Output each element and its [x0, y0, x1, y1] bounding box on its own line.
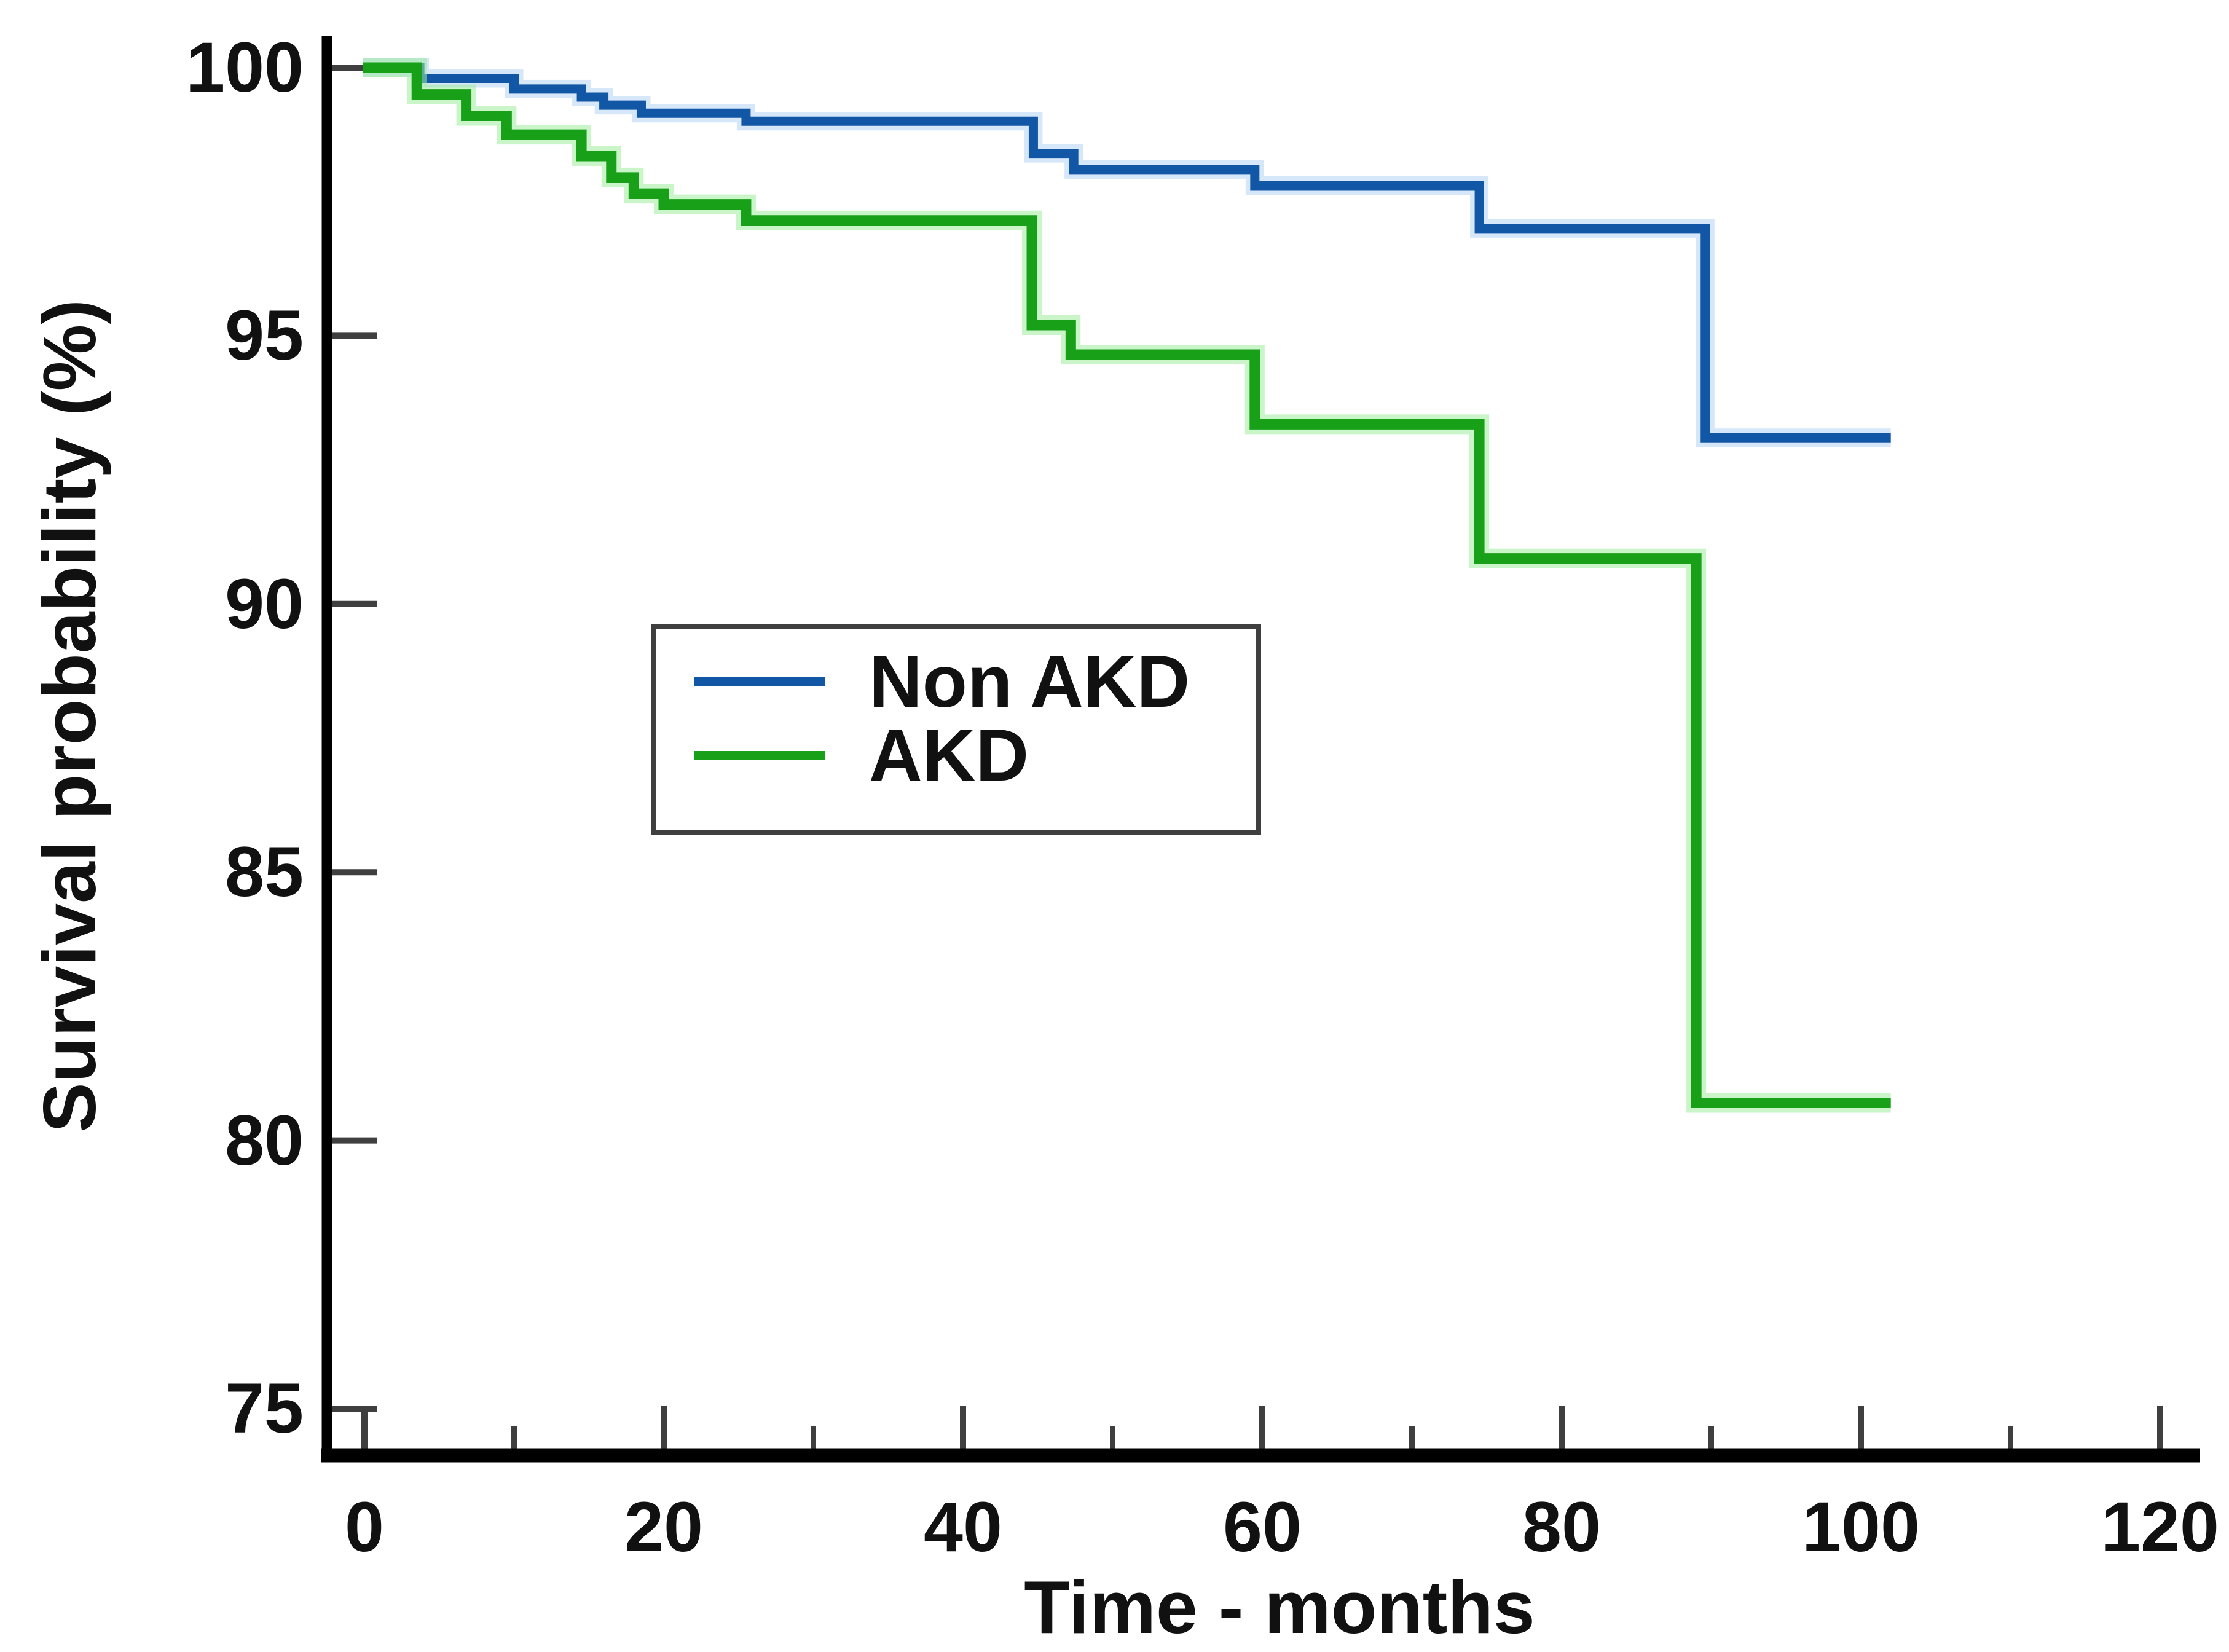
x-tick-label: 60 [1223, 1488, 1302, 1567]
legend-label-non-akd: Non AKD [869, 640, 1190, 723]
y-tick-label: 90 [225, 564, 304, 643]
non-akd-line-sample-icon [694, 677, 825, 686]
x-tick-label: 20 [624, 1488, 703, 1567]
legend: Non AKD AKD [651, 624, 1261, 835]
y-tick-label: 85 [225, 833, 304, 912]
x-tick-label: 40 [924, 1488, 1002, 1567]
y-tick-label: 100 [186, 28, 304, 107]
non-akd-curve [363, 63, 1891, 442]
x-axis-title: Time - months [1024, 1565, 1535, 1649]
y-axis-title: Survival probability (%) [28, 299, 111, 1133]
y-tick-label: 95 [225, 296, 304, 376]
x-tick-label: 0 [345, 1488, 384, 1567]
x-tick-label: 120 [2101, 1488, 2219, 1567]
y-tick-label: 75 [225, 1369, 304, 1448]
non-akd-halo [363, 58, 1891, 447]
legend-item-akd: AKD [656, 718, 1256, 792]
akd-curve [363, 62, 1891, 1108]
x-tick-label: 100 [1802, 1488, 1920, 1567]
y-tick-label: 80 [225, 1101, 304, 1180]
legend-label-akd: AKD [869, 714, 1029, 796]
akd-line-sample-icon [694, 751, 825, 760]
legend-item-non-akd: Non AKD [656, 645, 1256, 718]
x-tick-label: 80 [1522, 1488, 1601, 1567]
